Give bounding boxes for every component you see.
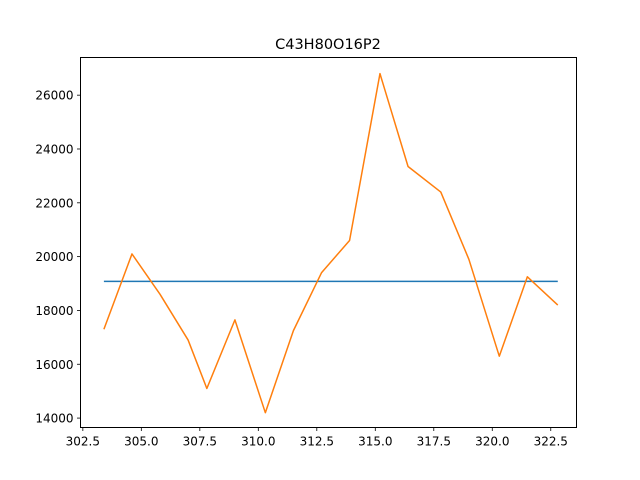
x-tick-label: 322.5: [534, 435, 568, 449]
y-tick-label: 24000: [35, 142, 73, 156]
y-tick-label: 26000: [35, 89, 73, 103]
x-tick-label: 307.5: [183, 435, 217, 449]
y-tick-label: 22000: [35, 196, 73, 210]
y-axis: 14000 16000 18000 20000 22000 24000 26000: [35, 89, 81, 426]
x-axis: 302.5 305.0 307.5 310.0 312.5 315.0 317.5 320.0…: [66, 427, 568, 449]
y-tick-label: 18000: [35, 304, 73, 318]
y-tick-label: 20000: [35, 250, 73, 264]
plot-frame: [80, 57, 577, 428]
x-tick-label: 312.5: [300, 435, 334, 449]
x-tick-label: 317.5: [417, 435, 451, 449]
series-line-2: [103, 72, 559, 414]
x-tick-label: 315.0: [358, 435, 392, 449]
y-tick-label: 14000: [35, 412, 73, 426]
x-tick-label: 310.0: [241, 435, 275, 449]
y-tick-label: 16000: [35, 358, 73, 372]
chart-title: C43H80O16P2: [275, 37, 381, 53]
x-tick-label: 305.0: [124, 435, 158, 449]
x-tick-label: 320.0: [475, 435, 509, 449]
series-layer: [103, 72, 559, 414]
x-tick-label: 302.5: [66, 435, 100, 449]
